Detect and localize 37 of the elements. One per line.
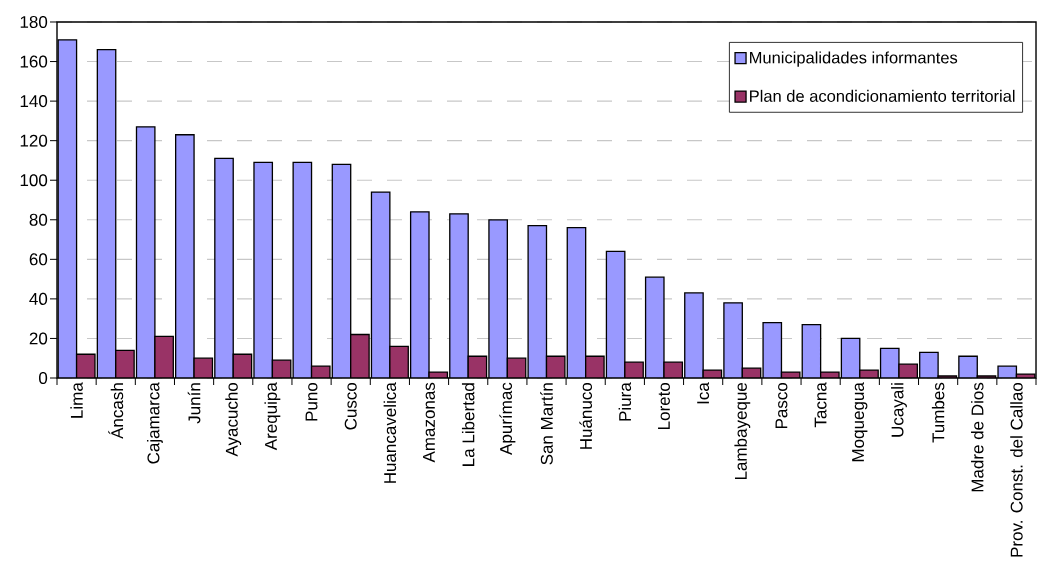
y-tick-label: 100 (20, 174, 48, 187)
x-tick-label: Ucayali (891, 383, 907, 437)
y-tick-label: 160 (20, 55, 48, 68)
y-tick-label: 0 (39, 371, 48, 385)
x-tick-label: San Martín (540, 383, 553, 465)
y-tick-label: 140 (20, 95, 48, 108)
x-tick-label: Huánuco (579, 382, 593, 449)
y-tick-label: 180 (20, 15, 48, 29)
y-tick-label: 20 (29, 332, 48, 345)
x-tick-label: Áncash (108, 383, 124, 439)
x-tick-label: Tacna (814, 382, 827, 428)
x-tick-label: Madre de Dios (971, 382, 984, 492)
x-tick-label: Moquegua (852, 382, 868, 462)
y-tick-label: 40 (29, 292, 48, 305)
x-tick-label: Junín (187, 383, 201, 424)
x-tick-label: Arequipa (264, 382, 281, 451)
x-tick-label: Cajamarca (146, 382, 163, 464)
x-tick-label: Pasco (775, 382, 788, 429)
y-tick-label: 120 (20, 134, 48, 147)
x-tick-label: Ica (697, 382, 710, 404)
x-tick-label: Apurímac (499, 382, 516, 455)
x-tick-label: La Libertad (461, 383, 475, 466)
x-tick-label: Piura (618, 382, 632, 421)
x-tick-label: Loreto (658, 382, 670, 430)
x-tick-label: Prov. Const. del Callao (1010, 382, 1023, 557)
legend-label: Municipalidades informantes (750, 51, 958, 67)
y-tick-label: 60 (29, 253, 48, 266)
y-tick-label: 80 (29, 213, 48, 226)
x-tick-label: Amazonas (423, 382, 435, 463)
x-tick-label: Lima (70, 382, 83, 418)
x-tick-label: Huancavelica (383, 382, 397, 483)
x-tick-label: Tumbes (931, 382, 945, 443)
x-tick-label: Ayacucho (225, 382, 242, 457)
x-tick-label: Cusco (344, 382, 357, 430)
legend-label: Plan de acondicionamiento territorial (750, 89, 1015, 102)
x-tick-label: Lambayeque (734, 382, 751, 480)
x-tick-label: Puno (305, 382, 318, 421)
